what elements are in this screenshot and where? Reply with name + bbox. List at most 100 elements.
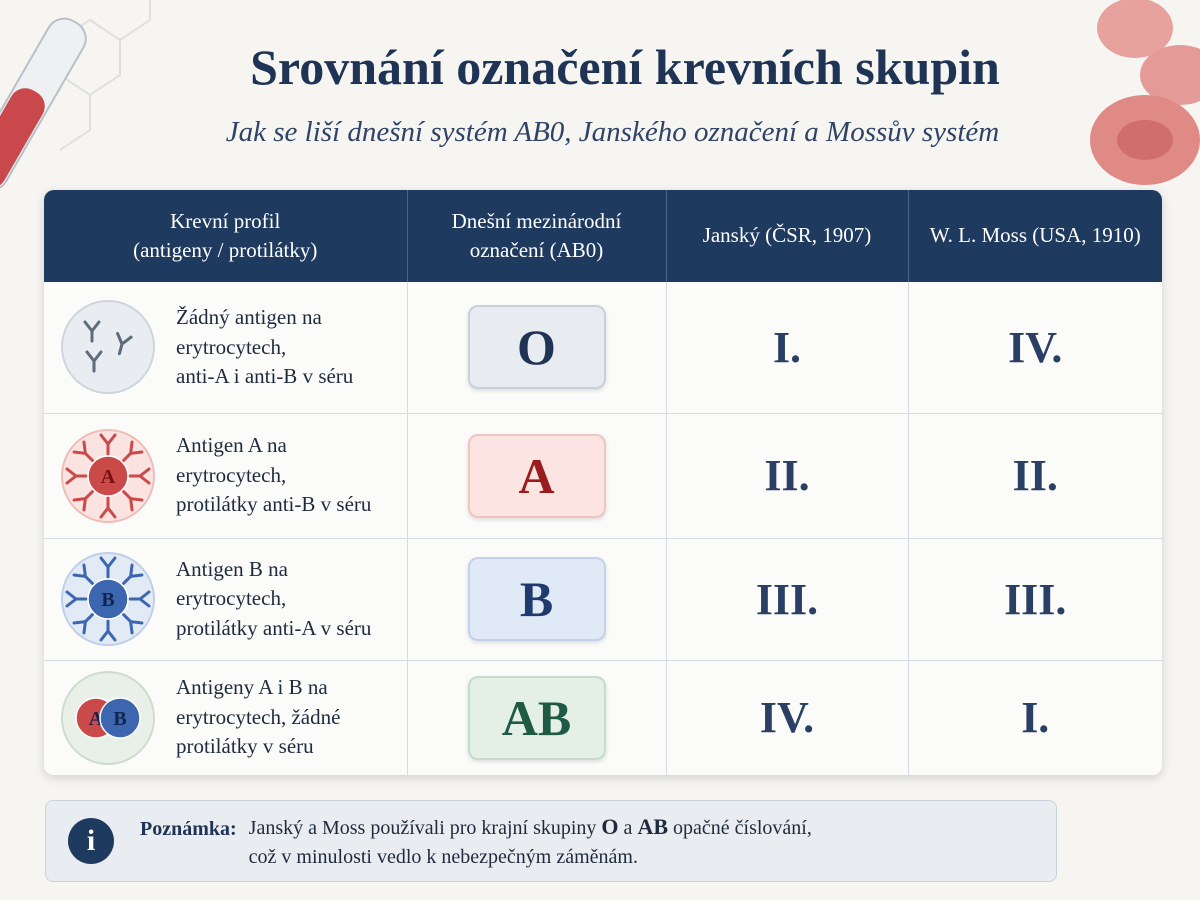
profile: A Antigen A na erytrocytech, protilátky a…: [44, 428, 407, 524]
jansky-cell: III.: [666, 538, 909, 661]
antibody-shape: [85, 350, 103, 373]
note-part: a: [618, 816, 638, 839]
antigen-label: A: [101, 466, 116, 488]
antibody-shape: [116, 332, 133, 356]
table-row: B Antigen B na erytrocytech, protilátky a…: [44, 538, 1162, 661]
jansky-value: II.: [764, 451, 810, 500]
note-box: i Poznámka: Janský a Moss používali pro …: [45, 800, 1057, 882]
profile-cell: B Antigen B na erytrocytech, protilátky a…: [44, 538, 408, 661]
profile-text: Žádný antigen na erytrocytech, anti-A i …: [176, 305, 354, 388]
antibody-shape: [122, 440, 144, 462]
profile-text: Antigen B na erytrocytech, protilátky an…: [176, 556, 372, 640]
antibody: [122, 440, 144, 462]
antibody-shape: [122, 613, 144, 635]
antibody: [72, 563, 94, 585]
antigen-ball: [99, 696, 141, 739]
antibody-shape: [99, 619, 117, 642]
antibody-shape: [122, 563, 144, 585]
profile-text: Antigen A na erytrocytech, protilátky an…: [176, 433, 372, 517]
antibody: [99, 496, 117, 518]
abo-cell: O: [407, 282, 667, 414]
antibody: [72, 440, 94, 462]
moss-cell: III.: [908, 538, 1162, 661]
abo-badge: O: [467, 305, 606, 390]
comparison-table: Krevní profil (antigeny / protilátky) Dne…: [44, 190, 1162, 775]
antibody-shape: [83, 320, 101, 343]
antigen-ball: [87, 578, 129, 620]
antibody-shape: [65, 467, 88, 484]
antibody: [99, 556, 117, 579]
column-header: Janský (ČSR, 1907): [666, 190, 909, 282]
column-header: W. L. Moss (USA, 1910): [908, 190, 1162, 282]
antibody-shape: [128, 467, 151, 484]
abo-cell: A: [407, 413, 667, 539]
antigen-label: B: [101, 589, 114, 611]
header-row: Krevní profil (antigeny / protilátky) Dne…: [44, 190, 1162, 282]
jansky-cell: I.: [666, 282, 909, 414]
note-part: opačné číslování, což v minulosti vedlo …: [248, 816, 812, 868]
jansky-value: IV.: [759, 693, 815, 742]
antibody-shape: [72, 489, 94, 511]
abo-cell: AB: [407, 660, 667, 775]
antibody-shape: [122, 489, 144, 511]
profile-icon: [61, 300, 155, 395]
moss-value: I.: [1021, 693, 1050, 742]
profile-cell: A B Antigeny A i B na erytrocytech, žádné …: [44, 660, 408, 775]
antibody: [83, 320, 101, 343]
antibody: [65, 590, 88, 608]
note-text: Janský a Moss používali pro krajní skupi…: [249, 811, 812, 872]
note-part: O: [601, 813, 619, 839]
antibody: [72, 489, 94, 511]
moss-value: IV.: [1008, 322, 1063, 372]
antibody: [72, 613, 94, 635]
antibody: [122, 613, 144, 635]
moss-value: III.: [1004, 574, 1067, 624]
abo-badge: AB: [467, 675, 606, 760]
antibody: [65, 467, 88, 484]
table-card: Krevní profil (antigeny / protilátky) Dne…: [44, 190, 1162, 775]
subtitle: Jak se liší dnešní systém AB0, Janského …: [225, 116, 1000, 148]
icon-bg: [61, 300, 155, 395]
title: Srovnání označení krevních skupin: [250, 39, 1000, 95]
table-row: A B Antigeny A i B na erytrocytech, žádné …: [44, 660, 1162, 775]
antibody-shape: [72, 440, 94, 462]
profile-text: Antigeny A i B na erytrocytech, žádné pr…: [176, 675, 341, 759]
antibody-shape: [99, 556, 117, 579]
moss-cell: IV.: [908, 282, 1162, 414]
antibody: [122, 563, 144, 585]
antibody: [99, 433, 117, 455]
antibody-shape: [72, 563, 94, 585]
jansky-cell: IV.: [666, 660, 909, 775]
decoration: [0, 0, 1200, 192]
abo-cell: B: [407, 538, 667, 661]
antibody: [128, 467, 151, 484]
note-part: Janský a Moss používali pro krajní skupi…: [248, 816, 602, 839]
antibody: [99, 619, 117, 642]
column-header: Krevní profil (antigeny / protilátky): [44, 190, 408, 282]
profile-cell: Žádný antigen na erytrocytech, anti-A i …: [44, 282, 408, 414]
antibody: [128, 590, 151, 608]
moss-cell: I.: [908, 660, 1162, 775]
antibody-shape: [65, 590, 88, 608]
table-row: Žádný antigen na erytrocytech, anti-A i …: [44, 282, 1162, 414]
column-header: Dnešní mezinárodní označení (AB0): [407, 190, 667, 282]
antibody: [122, 489, 144, 511]
abo-badge: A: [467, 433, 606, 518]
abo-badge: B: [467, 557, 606, 641]
profile: Žádný antigen na erytrocytech, anti-A i …: [44, 299, 407, 395]
note-label: Poznámka:: [140, 818, 237, 840]
profile-cell: A Antigen A na erytrocytech, protilátky a…: [44, 413, 408, 539]
jansky-cell: II.: [666, 413, 909, 539]
jansky-value: III.: [755, 574, 819, 624]
moss-value: II.: [1012, 451, 1058, 500]
profile: B Antigen B na erytrocytech, protilátky a…: [44, 551, 407, 647]
info-icon: i: [68, 818, 114, 864]
antigen-label: B: [113, 708, 126, 730]
table-row: A Antigen A na erytrocytech, protilátky a…: [44, 413, 1162, 539]
profile: A B Antigeny A i B na erytrocytech, žádné …: [44, 670, 407, 766]
antibody-shape: [99, 433, 117, 455]
antigen-ball: [87, 454, 129, 497]
moss-cell: II.: [908, 413, 1162, 539]
